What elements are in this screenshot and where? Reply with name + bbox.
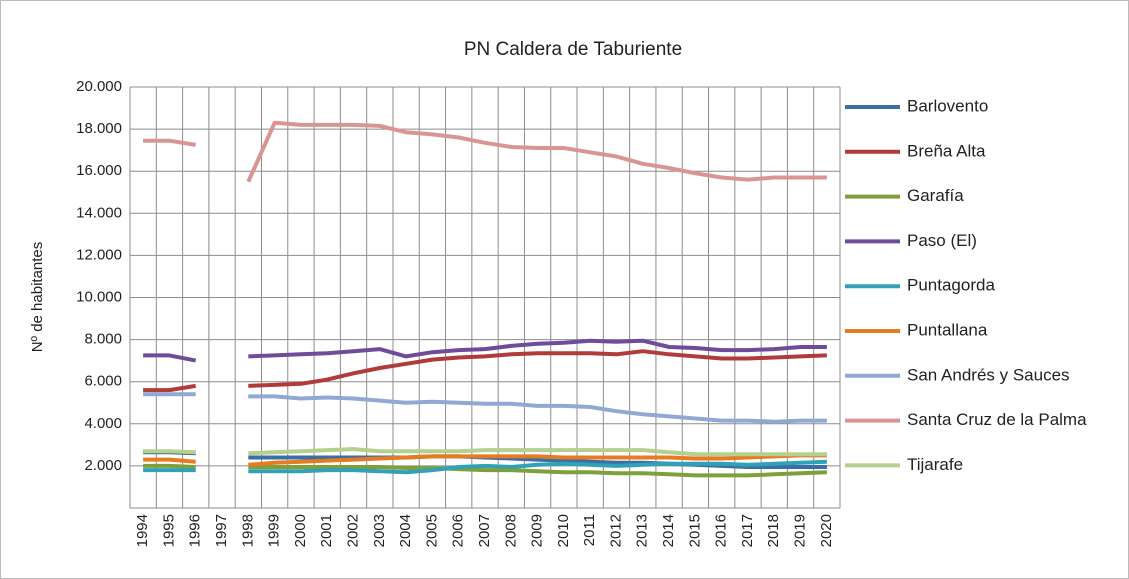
series-line bbox=[143, 338, 827, 363]
x-tick-label: 2016 bbox=[713, 514, 730, 547]
x-tick-label: 2013 bbox=[634, 514, 651, 547]
x-tick-label: 2001 bbox=[318, 514, 335, 547]
x-tick-label: 2018 bbox=[765, 514, 782, 547]
x-tick-label: 2007 bbox=[476, 514, 493, 547]
x-tick-label: 2005 bbox=[423, 514, 440, 547]
legend-label: Puntallana bbox=[907, 320, 988, 339]
y-axis-label: Nº de habitantes bbox=[29, 242, 46, 353]
y-tick-label: 14.000 bbox=[76, 204, 122, 221]
y-tick-label: 16.000 bbox=[76, 162, 122, 179]
legend-label: Tijarafe bbox=[907, 455, 963, 474]
x-tick-label: 2003 bbox=[371, 514, 388, 547]
y-tick-label: 20.000 bbox=[76, 78, 122, 95]
x-tick-label: 2017 bbox=[739, 514, 756, 547]
series-line bbox=[143, 392, 827, 424]
x-tick-label: 2002 bbox=[344, 514, 361, 547]
x-tick-label: 1998 bbox=[239, 514, 256, 547]
x-tick-label: 1996 bbox=[187, 514, 204, 547]
x-tick-label: 2020 bbox=[818, 514, 835, 547]
x-tick-label: 2015 bbox=[686, 514, 703, 547]
series-line bbox=[143, 453, 827, 467]
x-tick-label: 2014 bbox=[660, 514, 677, 547]
x-tick-label: 1995 bbox=[160, 514, 177, 547]
legend-label: Santa Cruz de la Palma bbox=[907, 410, 1087, 429]
x-tick-label: 1999 bbox=[266, 514, 283, 547]
x-tick-label: 2010 bbox=[555, 514, 572, 547]
x-tick-label: 2008 bbox=[502, 514, 519, 547]
legend-label: Garafía bbox=[907, 186, 964, 205]
x-tick-label: 2011 bbox=[581, 514, 598, 546]
x-tick-label: 2009 bbox=[529, 514, 546, 547]
series-line bbox=[143, 447, 827, 457]
x-tick-label: 2006 bbox=[450, 514, 467, 547]
series-line bbox=[143, 459, 827, 475]
x-tick-label: 2004 bbox=[397, 514, 414, 547]
legend-label: San Andrés y Sauces bbox=[907, 365, 1070, 384]
x-tick-label: 2012 bbox=[607, 514, 624, 547]
y-tick-label: 6.000 bbox=[84, 373, 122, 390]
y-tick-label: 4.000 bbox=[84, 415, 122, 432]
series-line bbox=[143, 463, 827, 478]
y-tick-label: 18.000 bbox=[76, 120, 122, 137]
series-line bbox=[143, 120, 827, 183]
y-tick-label: 2.000 bbox=[84, 457, 122, 474]
series-line bbox=[143, 349, 827, 393]
x-tick-label: 1997 bbox=[213, 514, 230, 547]
x-tick-label: 1994 bbox=[134, 514, 151, 547]
legend-label: Puntagorda bbox=[907, 276, 995, 295]
legend-label: Paso (El) bbox=[907, 231, 977, 250]
x-tick-label: 2019 bbox=[792, 514, 809, 547]
legend-label: Barlovento bbox=[907, 96, 988, 115]
y-tick-label: 12.000 bbox=[76, 246, 122, 263]
y-tick-label: 10.000 bbox=[76, 288, 122, 305]
chart-title: PN Caldera de Taburiente bbox=[464, 39, 682, 60]
y-tick-label: 8.000 bbox=[84, 331, 122, 348]
legend-label: Breña Alta bbox=[907, 141, 986, 160]
x-tick-label: 2000 bbox=[292, 514, 309, 547]
